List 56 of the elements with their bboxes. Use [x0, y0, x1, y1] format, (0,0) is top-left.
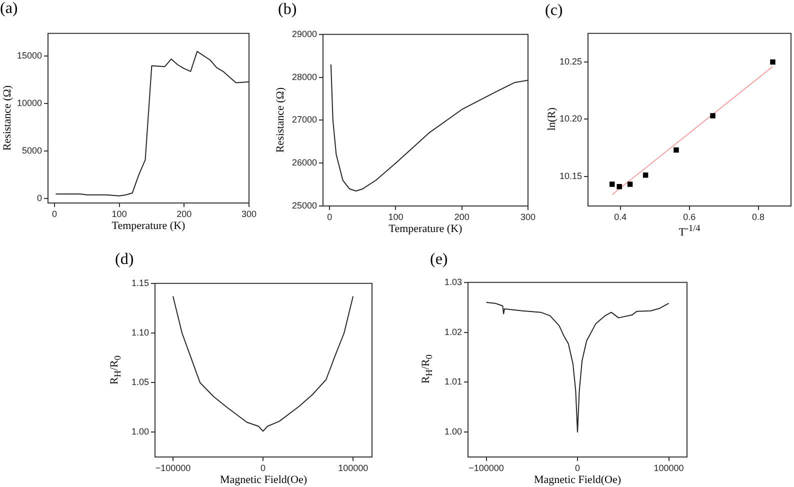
x-tick-label: −100000 [468, 462, 504, 473]
y-tick-label: 27000 [292, 114, 317, 125]
point [616, 184, 622, 190]
x-tick-label: 0.8 [752, 212, 765, 222]
x-tick-label: 300 [241, 208, 257, 219]
y-tick-label: 15000 [16, 50, 42, 61]
chart-title: (d) [115, 251, 134, 269]
x-tick-label: 200 [454, 212, 470, 222]
y-tick-label: 10.25 [559, 56, 582, 66]
y-tick-label: 28000 [292, 72, 317, 82]
point [610, 182, 615, 187]
y-tick-label: 1.10 [131, 327, 149, 338]
y-tick-label: 1.03 [444, 276, 462, 287]
point [674, 147, 679, 153]
y-tick-label: 1.00 [131, 426, 149, 437]
y-tick-label: 5000 [22, 146, 42, 156]
x-axis-title: Magnetic Field(Oe) [218, 474, 308, 486]
y-axis-title: ln(R) [546, 107, 558, 131]
chart-title: (e) [430, 251, 448, 269]
point [642, 172, 648, 178]
point [770, 59, 776, 65]
y-tick-label: 0 [36, 193, 42, 204]
x-tick-label: 100000 [338, 462, 368, 473]
y-tick-label: 1.00 [444, 426, 462, 437]
x-axis-title: Magnetic Field(Oe) [532, 474, 622, 486]
x-axis-title: T$^{-1/4}$ [678, 223, 702, 239]
x-tick-label: 0 [260, 462, 266, 473]
y-tick-label: 10.20 [559, 114, 582, 124]
x-axis-title: Temperature (K) [110, 220, 186, 232]
x-axis-title: Temperature (K) [388, 223, 464, 235]
chart-title: (a) [0, 0, 18, 18]
point [710, 113, 716, 118]
y-tick-label: 29000 [292, 28, 317, 39]
chart-title: (b) [278, 1, 297, 19]
x-tick-label: 100000 [654, 462, 684, 473]
x-tick-label: 0 [52, 208, 57, 219]
x-tick-label: 100 [112, 208, 127, 219]
y-tick-label: 25000 [292, 200, 317, 210]
x-tick-label: 0 [327, 212, 332, 222]
y-tick-label: 10000 [16, 98, 42, 108]
x-tick-label: 100 [388, 212, 404, 222]
y-tick-label: 26000 [292, 158, 317, 168]
y-tick-label: 10.15 [559, 170, 582, 181]
y-axis-title: Resistance (Ω) [274, 86, 287, 154]
x-tick-label: 0.4 [614, 212, 627, 222]
y-tick-label: 1.02 [444, 326, 462, 337]
y-tick-label: 1.01 [444, 376, 462, 387]
y-tick-label: 1.15 [131, 278, 149, 288]
x-tick-label: 300 [520, 212, 536, 222]
point [627, 182, 633, 187]
y-tick-label: 1.05 [131, 377, 149, 388]
x-tick-label: 0.6 [683, 212, 696, 222]
x-tick-label: 200 [176, 208, 192, 219]
y-axis-title: Resistance (Ω) [1, 84, 14, 152]
x-tick-label: −100000 [155, 462, 191, 473]
chart-title: (c) [545, 2, 563, 20]
